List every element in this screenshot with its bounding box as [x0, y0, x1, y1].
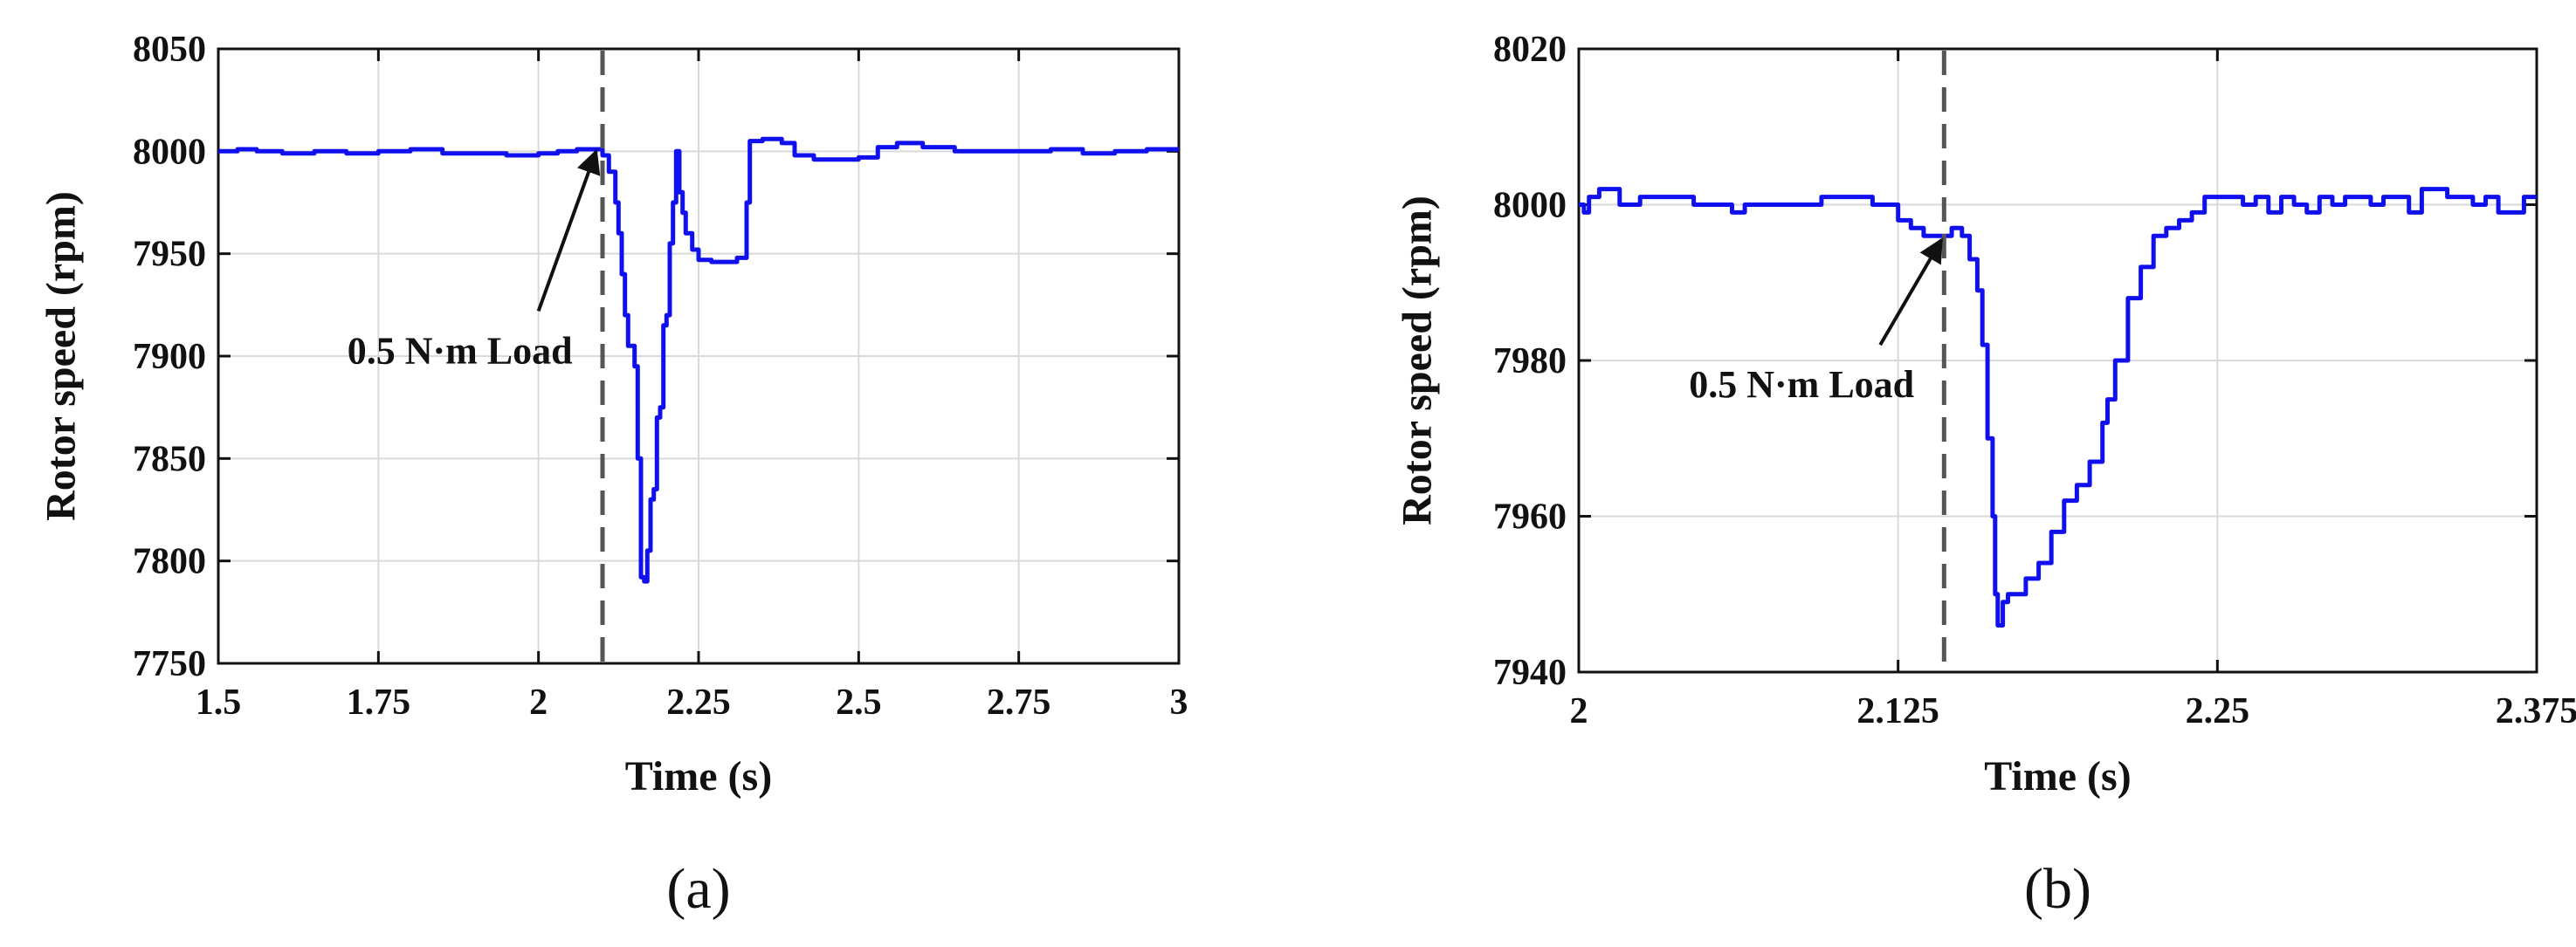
annotation-text: 0.5 N·m Load [1689, 363, 1914, 406]
y-tick-label: 7940 [1493, 653, 1567, 693]
annotation-text: 0.5 N·m Load [348, 329, 573, 372]
y-tick-label: 8050 [133, 30, 206, 70]
y-tick-label: 7900 [133, 337, 206, 377]
chart-panel-b: 2 2.125 2.25 2.375 7940 7960 7980 8000 8020 0.5 … [1395, 30, 2576, 921]
y-axis-label: Rotor speed (rpm) [1395, 196, 1441, 525]
panel-label: (b) [2024, 857, 2091, 921]
annotation-arrow [536, 148, 601, 312]
panel-label: (a) [666, 857, 730, 921]
x-tick-label: 2.25 [2186, 691, 2250, 731]
x-tick-label: 2 [1570, 691, 1588, 731]
x-axis-label: Time (s) [625, 753, 772, 799]
x-tick-label: 1.75 [347, 683, 411, 723]
x-tick-label: 3 [1170, 683, 1188, 723]
y-tick-label: 7960 [1493, 498, 1567, 538]
x-tick-label: 2.75 [987, 683, 1051, 723]
x-tick-label: 2.5 [836, 683, 882, 723]
y-tick-label: 7800 [133, 542, 206, 582]
rotor-speed-series [1579, 187, 2537, 628]
annotation-arrow [1878, 237, 1944, 347]
y-tick-label: 7950 [133, 235, 206, 275]
y-tick-label: 8000 [1493, 186, 1567, 226]
x-tick-label: 2.25 [666, 683, 731, 723]
y-axis-label: Rotor speed (rpm) [38, 191, 85, 521]
x-tick-label: 1.5 [196, 683, 242, 723]
y-tick-label: 8020 [1493, 30, 1567, 70]
y-tick-label: 7750 [133, 644, 206, 684]
y-tick-label: 7850 [133, 439, 206, 479]
x-tick-label: 2.375 [2496, 691, 2576, 731]
chart-panel-a: 1.5 1.75 2 2.25 2.5 2.75 3 7750 7800 7850 7900 7950… [38, 30, 1188, 921]
y-tick-label: 8000 [133, 132, 206, 172]
rotor-speed-series [218, 136, 1179, 584]
x-tick-label: 2 [529, 683, 548, 723]
y-tick-label: 7980 [1493, 341, 1567, 381]
x-tick-label: 2.125 [1856, 691, 1939, 731]
x-axis-label: Time (s) [1984, 753, 2131, 799]
